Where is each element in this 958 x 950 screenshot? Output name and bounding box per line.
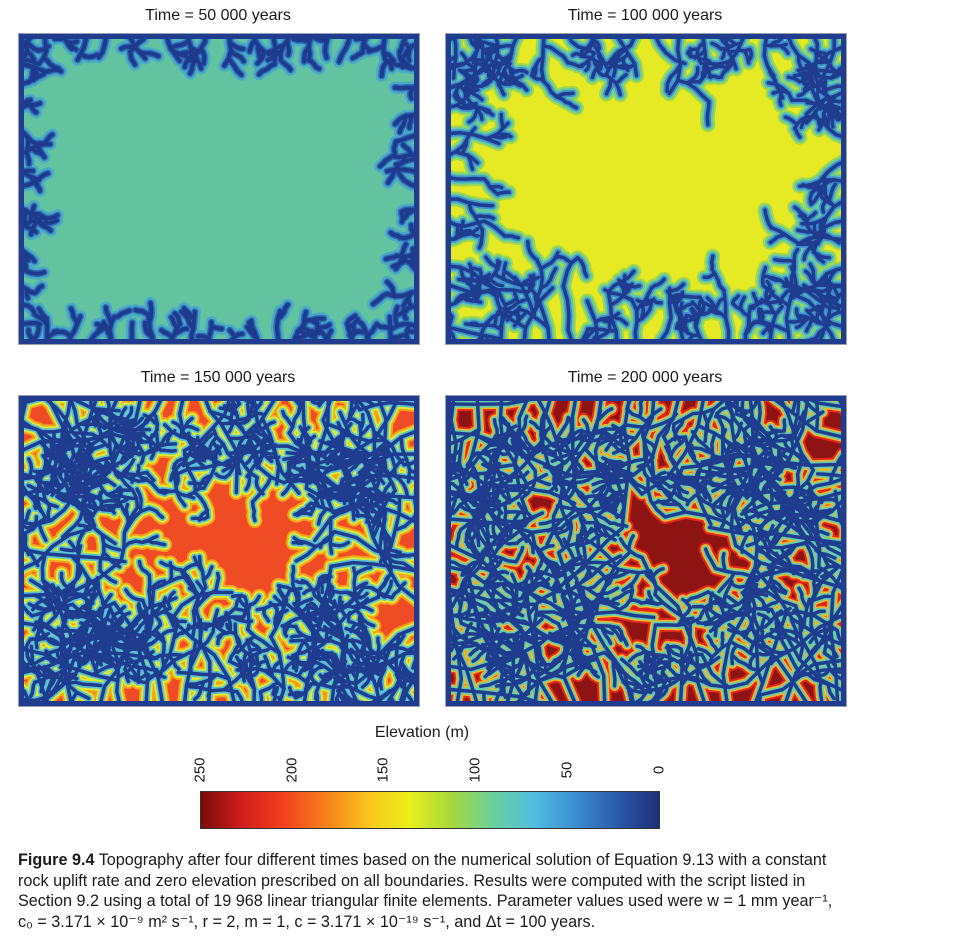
figure-caption: Figure 9.4 Topography after four differe… [18,850,946,932]
caption-line-1: Topography after four different times ba… [98,851,827,869]
colorbar-tick-200: 200 [283,757,301,783]
map-svg-4 [446,396,846,706]
figure-label: Figure 9.4 [18,851,95,869]
panel-title-3: Time = 150 000 years [140,369,296,386]
map-svg-1 [19,34,419,344]
colorbar-title: Elevation (m) [374,724,470,741]
caption-line-4: c₀ = 3.171 × 10⁻⁹ m² s⁻¹, r = 2, m = 1, … [18,912,596,931]
topography-map-150000 [18,395,420,707]
colorbar-tick-50: 50 [558,761,576,779]
valley-layer [446,396,846,706]
boundary [446,34,846,344]
panel-title-4: Time = 200 000 years [567,369,723,386]
panel-title-2: Time = 100 000 years [567,7,723,24]
colorbar-tick-0: 0 [650,765,668,775]
map-svg-3 [19,396,419,706]
colorbar-tick-150: 150 [374,757,392,783]
boundary [446,396,846,706]
caption-line-3: Section 9.2 using a total of 19 968 line… [18,892,833,911]
elevation-colorbar [200,791,660,829]
boundary [19,34,419,344]
valley-layer [19,396,419,706]
colorbar-tick-100: 100 [466,757,484,783]
topography-map-100000 [445,33,847,345]
colorbar-tick-250: 250 [191,757,209,783]
caption-line-2: rock uplift rate and zero elevation pres… [18,871,806,890]
boundary [19,396,419,706]
topography-map-200000 [445,395,847,707]
plateau [19,34,419,344]
map-svg-2 [446,34,846,344]
panel-title-1: Time = 50 000 years [145,7,291,24]
topography-map-50000 [18,33,420,345]
valley-layer [446,34,846,344]
